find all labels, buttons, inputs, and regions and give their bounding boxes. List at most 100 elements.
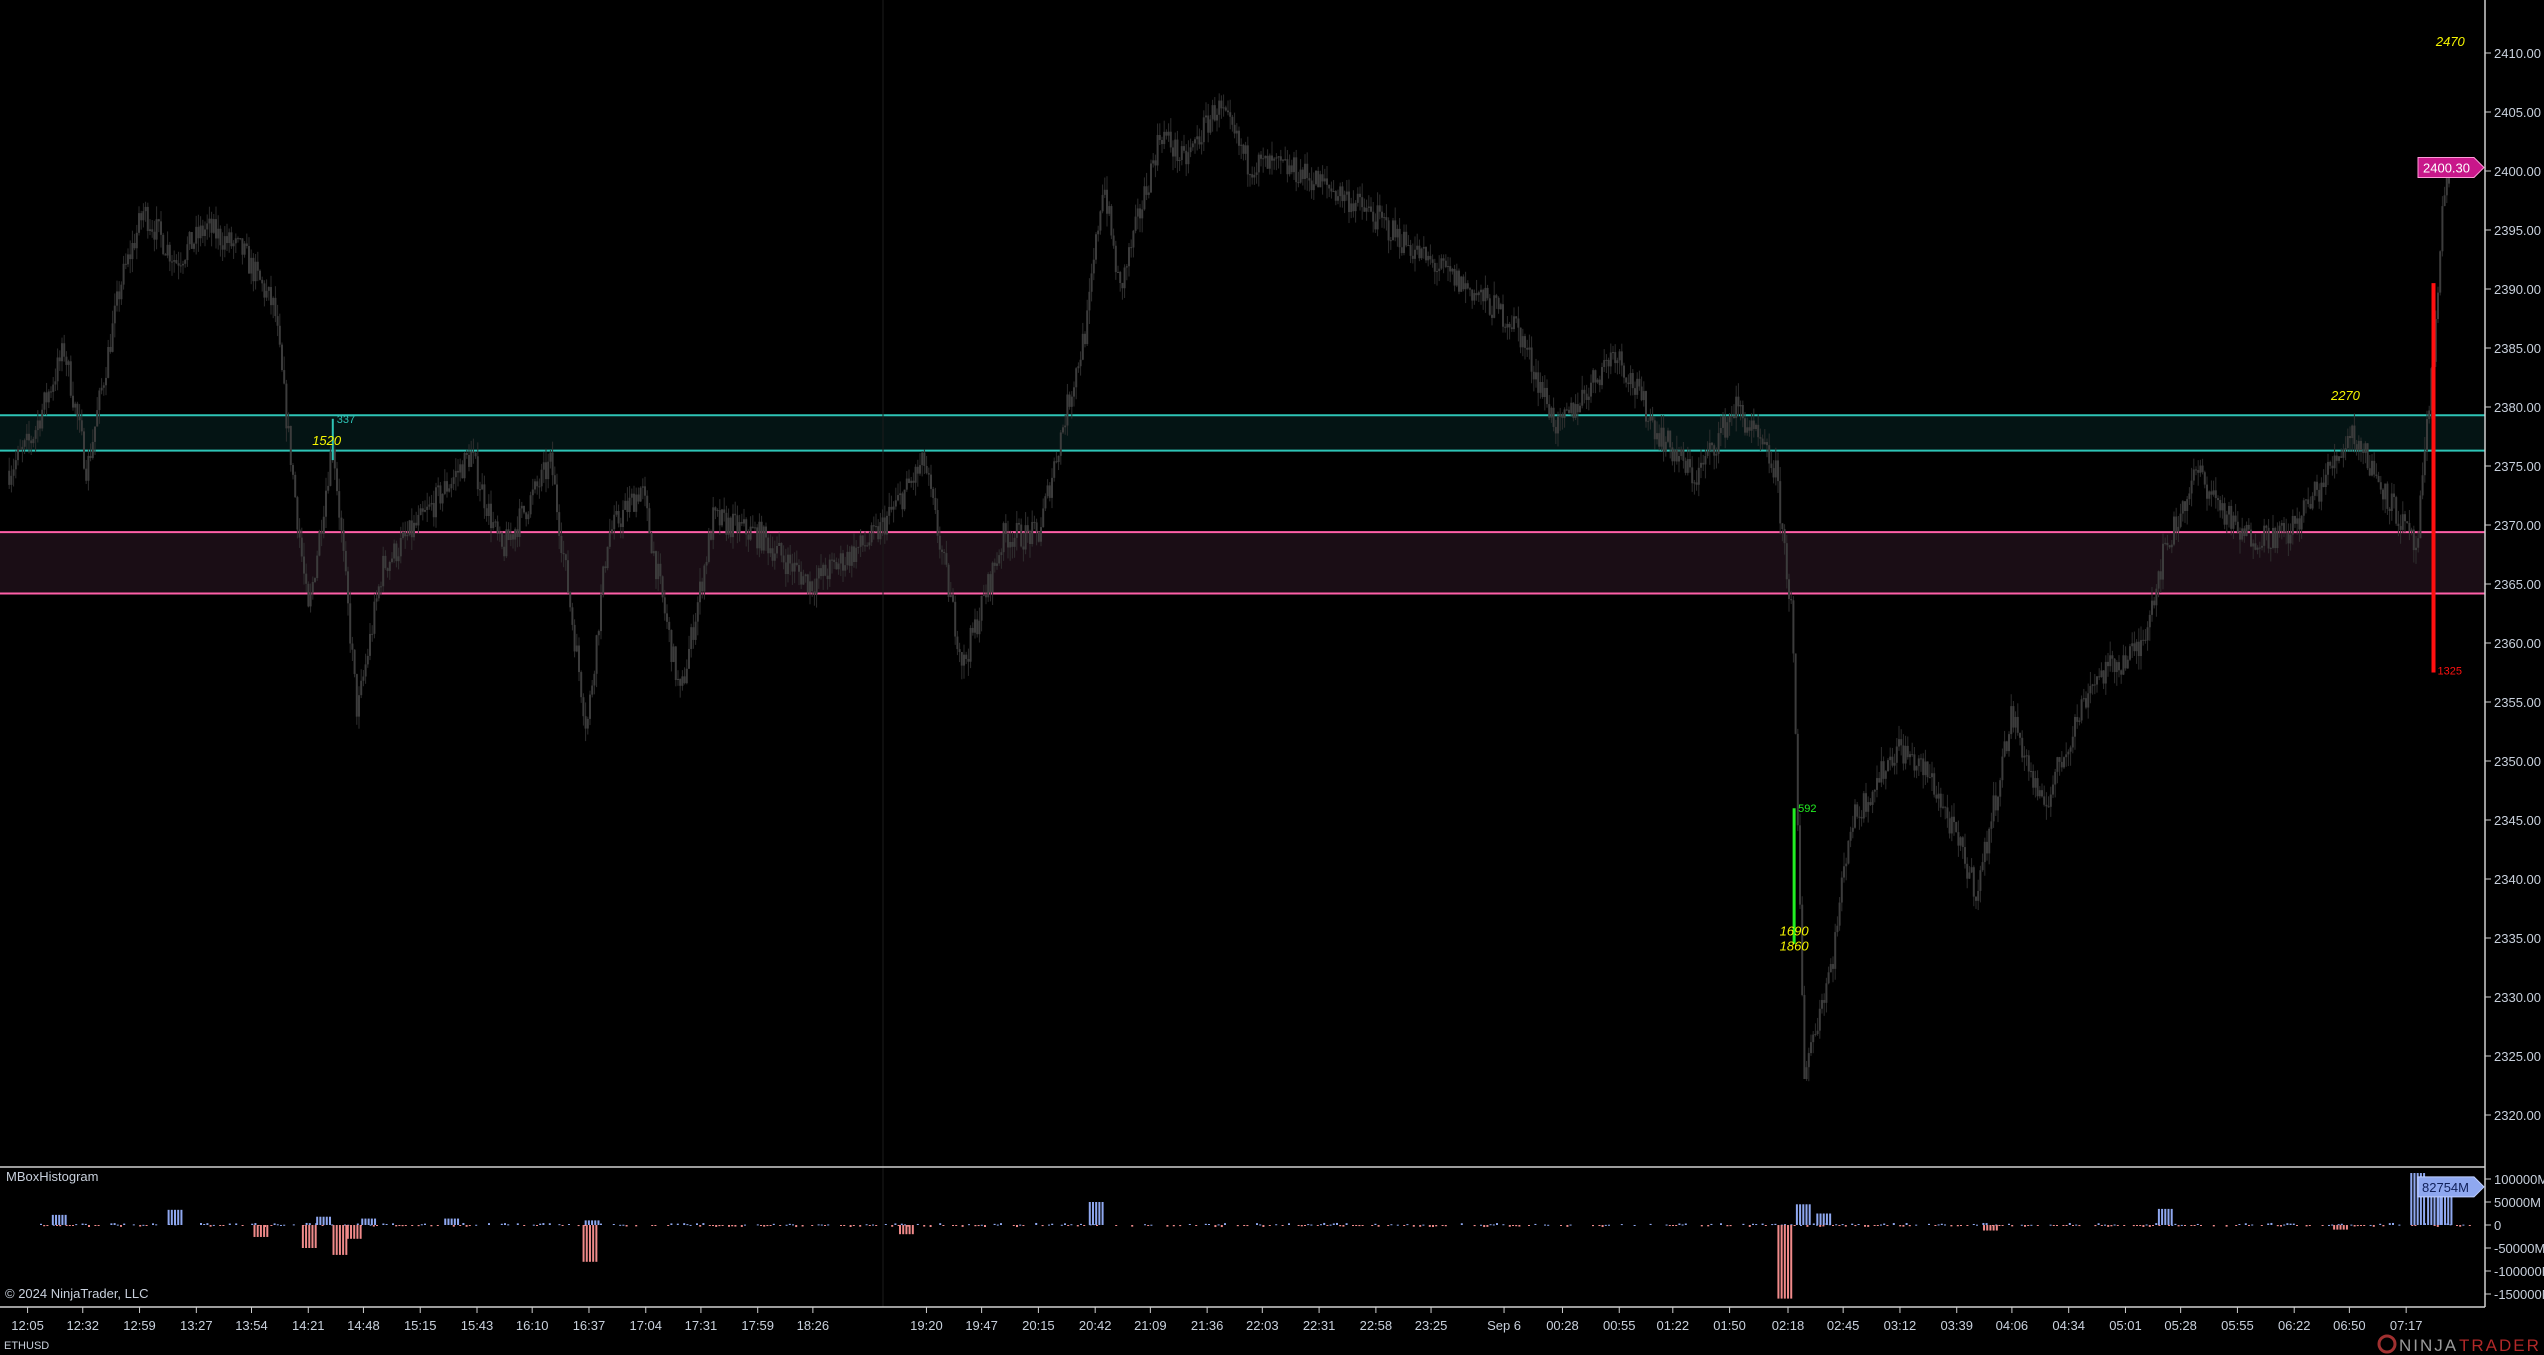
price-tick-label: 2385.00 — [2494, 341, 2541, 356]
candle-body — [261, 279, 264, 284]
candle-body — [1497, 297, 1500, 310]
candle-body — [1354, 202, 1357, 212]
histogram-bar — [1966, 1225, 1969, 1226]
candle-body — [2271, 527, 2274, 548]
histogram-bar — [699, 1225, 702, 1227]
candle-body — [1537, 372, 1540, 393]
candle-body — [2078, 720, 2081, 722]
histogram-bar — [361, 1218, 364, 1225]
histogram-bar — [1172, 1225, 1175, 1227]
candle-body — [2300, 515, 2303, 530]
candle-body — [454, 470, 457, 478]
candle-body — [602, 566, 605, 594]
histogram-bar — [2100, 1225, 2103, 1226]
candle-body — [2047, 806, 2050, 808]
histogram-bar — [2177, 1225, 2180, 1227]
candle-body — [2324, 474, 2327, 488]
candle-body — [1928, 777, 1931, 779]
candle-body — [2256, 547, 2259, 550]
histogram-bar — [2459, 1225, 2462, 1227]
candle-body — [2423, 451, 2426, 476]
candle-body — [498, 532, 501, 534]
histogram-bar — [1876, 1225, 1879, 1226]
candle-body — [1303, 163, 1306, 179]
histogram-bar — [721, 1225, 724, 1226]
histogram-bar — [369, 1224, 372, 1226]
histogram-bar — [654, 1225, 657, 1226]
candle-body — [2076, 716, 2079, 722]
histogram-bar — [2379, 1223, 2382, 1225]
candle-body — [441, 493, 444, 504]
candle-body — [2236, 521, 2239, 533]
histogram-bar — [2286, 1223, 2289, 1225]
candle-body — [747, 534, 750, 540]
histogram-bar — [1707, 1225, 1710, 1227]
histogram-bar — [740, 1225, 743, 1227]
candle-body — [1486, 287, 1489, 299]
candle-body — [993, 562, 996, 566]
histogram-bar — [548, 1223, 551, 1225]
histogram-bar — [1956, 1225, 1959, 1227]
histogram-bar — [2107, 1225, 2110, 1227]
candle-body — [2058, 757, 2061, 762]
histogram-bar — [1022, 1225, 1025, 1227]
candle-body — [2258, 547, 2261, 549]
candle-body — [2249, 529, 2252, 547]
histogram-bar — [2161, 1208, 2164, 1225]
candle-body — [329, 452, 332, 486]
time-axis[interactable]: 12:05 12:32 12:59 13:27 13:54 14:21 14:48 15:15… — [11, 1307, 2422, 1333]
candle-body — [98, 390, 101, 411]
candle-body — [879, 522, 882, 540]
candle-body — [234, 238, 237, 244]
candle-body — [1020, 524, 1023, 547]
candle-body — [1759, 437, 1762, 439]
candle-body — [1515, 316, 1518, 319]
histogram-bar — [2423, 1173, 2426, 1225]
histogram-bar — [1422, 1224, 1425, 1226]
candle-body — [412, 522, 415, 538]
candle-body — [1176, 139, 1179, 162]
candle-body — [1033, 521, 1036, 523]
histogram-bar — [1883, 1223, 1886, 1225]
candle-body — [239, 238, 242, 240]
candle-body — [1574, 404, 1577, 418]
candle-body — [1618, 351, 1621, 361]
price-axis[interactable]: 2410.002405.002400.002395.002390.002385.… — [2485, 46, 2541, 1123]
candle-body — [2161, 543, 2164, 580]
candle-body — [769, 548, 772, 554]
candle-body — [2216, 498, 2219, 501]
histogram-bar — [1806, 1225, 1809, 1227]
histogram-bar — [1940, 1223, 1943, 1225]
histogram-bar — [622, 1224, 625, 1226]
candle-body — [2445, 176, 2448, 196]
histogram-bar — [1115, 1225, 1118, 1226]
histogram-bar — [155, 1224, 158, 1226]
candle-body — [877, 526, 880, 540]
candle-body — [100, 387, 103, 391]
candle-body — [811, 581, 814, 592]
histogram-bar — [961, 1225, 964, 1227]
histogram-bar — [1419, 1225, 1422, 1227]
candle-body — [2379, 482, 2382, 490]
candle-body — [1915, 766, 1918, 771]
candle-body — [1908, 754, 1911, 758]
candle-body — [938, 535, 941, 550]
histogram-bar — [1992, 1225, 1995, 1231]
histogram-bar — [401, 1225, 404, 1227]
histogram-bar — [1790, 1224, 1793, 1226]
candle-body — [2419, 495, 2422, 539]
candle-body — [780, 543, 783, 556]
histogram-bar — [872, 1224, 874, 1226]
histogram-bar — [1326, 1225, 1329, 1226]
candle-body — [450, 483, 453, 489]
candle-body — [617, 510, 620, 524]
candle-body — [2307, 499, 2310, 505]
current-price-tag: 2400.30 — [2417, 156, 2485, 178]
candle-body — [2060, 761, 2063, 768]
histogram-bar — [2333, 1225, 2336, 1230]
histogram-bar — [1774, 1223, 1777, 1225]
candle-body — [2069, 747, 2072, 752]
candle-body — [470, 451, 473, 467]
candle-body — [122, 263, 125, 285]
